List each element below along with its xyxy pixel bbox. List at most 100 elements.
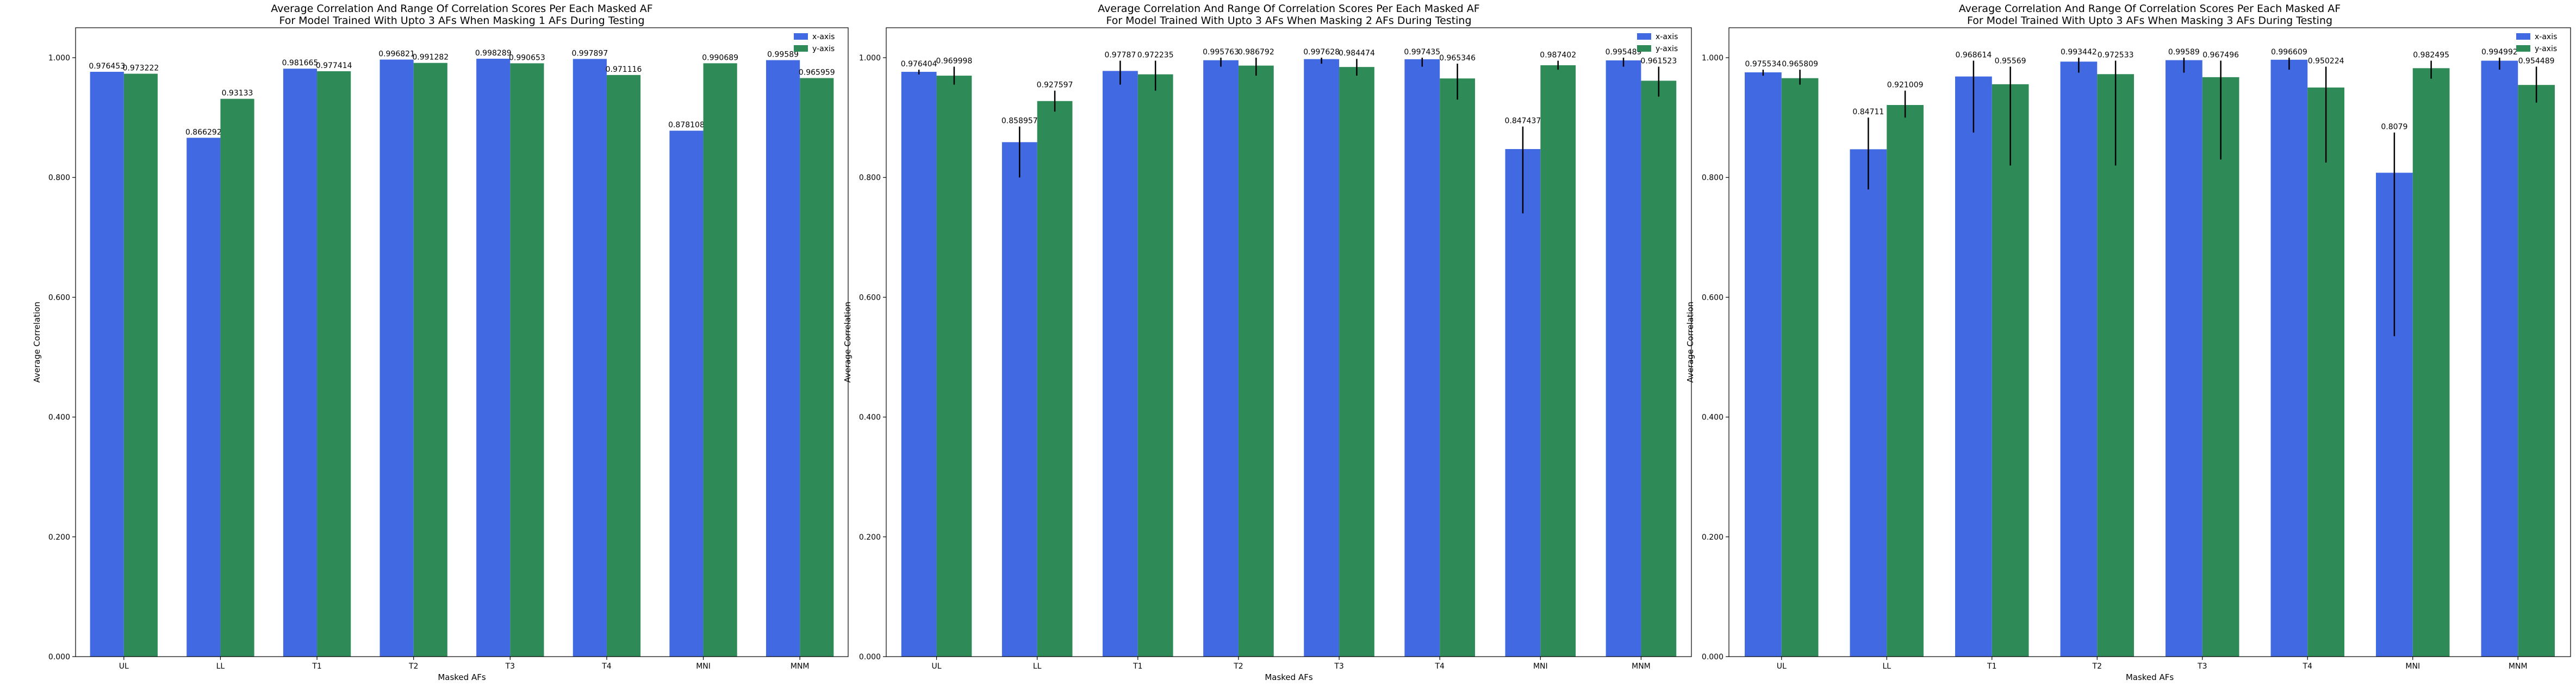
legend-label: y-axis <box>2535 45 2557 53</box>
y-tick-label: 0.400 <box>48 413 70 422</box>
bar-y-axis-LL <box>220 98 254 657</box>
y-tick-label: 1.000 <box>859 54 881 63</box>
legend: x-axis y-axis <box>794 33 835 53</box>
legend-swatch <box>2516 33 2530 40</box>
legend: x-axis y-axis <box>2516 33 2557 53</box>
data-label: 0.981665 <box>282 59 319 67</box>
x-tick-label: MNI <box>696 662 711 671</box>
bar-x-axis-MNM <box>766 60 800 657</box>
data-label: 0.97787 <box>1104 51 1136 60</box>
legend-label: x-axis <box>812 33 835 41</box>
x-tick-label: T4 <box>1434 662 1445 671</box>
bar-x-axis-T3 <box>2166 60 2202 657</box>
legend-swatch <box>794 33 808 40</box>
y-axis-label: Average Correlation <box>1685 301 1695 382</box>
data-label: 0.986792 <box>1238 48 1274 57</box>
data-label: 0.973222 <box>122 64 159 73</box>
x-tick-label: T1 <box>312 662 321 671</box>
data-label: 0.954489 <box>2518 57 2555 66</box>
bar-y-axis-T4 <box>2307 87 2344 657</box>
data-label: 0.976453 <box>89 62 125 71</box>
bar-x-axis-MNI <box>669 131 704 657</box>
data-label: 0.996609 <box>2271 48 2307 57</box>
x-tick-label: LL <box>216 662 225 671</box>
bar-y-axis-T1 <box>317 71 351 657</box>
data-label: 0.987402 <box>1540 51 1576 60</box>
x-tick-label: T3 <box>2197 662 2207 671</box>
data-label: 0.99589 <box>767 51 799 59</box>
chart-title: Average Correlation And Range Of Correla… <box>1098 3 1479 15</box>
bar-y-axis-UL <box>123 73 158 657</box>
x-axis-label: Masked AFs <box>2126 672 2174 682</box>
data-label: 0.950224 <box>2308 57 2344 66</box>
legend-label: y-axis <box>1656 45 1678 53</box>
bar-x-axis-T4 <box>2270 59 2308 657</box>
x-axis-label: Masked AFs <box>1265 672 1313 682</box>
bar-y-axis-MNM <box>2518 85 2555 657</box>
legend: x-axis y-axis <box>1637 33 1678 53</box>
bar-y-axis-MNI <box>1540 65 1576 657</box>
chart-panel-2: Average Correlation And Range Of Correla… <box>843 3 1692 682</box>
bar-x-axis-T2 <box>1203 60 1239 657</box>
bar-x-axis-MNI <box>1505 149 1541 657</box>
bar-y-axis-UL <box>936 76 972 657</box>
data-label: 0.997628 <box>1303 48 1340 57</box>
y-tick-label: 0.000 <box>1702 653 1723 662</box>
chart-panel-1: Average Correlation And Range Of Correla… <box>32 3 849 682</box>
data-label: 0.994992 <box>2481 48 2518 57</box>
bar-x-axis-LL <box>1850 149 1887 657</box>
x-tick-label: T1 <box>1133 662 1142 671</box>
x-tick-label: T2 <box>408 662 418 671</box>
bar-x-axis-T3 <box>476 58 511 657</box>
bar-y-axis-T1 <box>1137 74 1173 657</box>
bar-x-axis-LL <box>1001 142 1037 657</box>
x-tick-label: UL <box>932 662 942 671</box>
bar-x-axis-MNM <box>1606 60 1641 657</box>
data-label: 0.990689 <box>702 53 738 62</box>
plot-frame <box>75 27 849 657</box>
chart-subtitle: For Model Trained With Upto 3 AFs When M… <box>1967 15 2332 27</box>
x-tick-label: MNM <box>1632 662 1651 671</box>
data-label: 0.996821 <box>378 50 415 59</box>
y-tick-label: 0.200 <box>859 533 881 542</box>
y-tick-label: 1.000 <box>1702 54 1723 63</box>
x-tick-label: T2 <box>1233 662 1243 671</box>
bar-x-axis-T2 <box>2060 61 2098 657</box>
bar-x-axis-UL <box>90 71 124 657</box>
bar-y-axis-LL <box>1037 101 1073 657</box>
x-tick-label: T4 <box>2303 662 2313 671</box>
x-tick-label: LL <box>1033 662 1042 671</box>
chart-title: Average Correlation And Range Of Correla… <box>1959 3 2341 15</box>
bar-y-axis-UL <box>1781 78 1819 657</box>
x-axis-label: Masked AFs <box>438 672 486 682</box>
bar-x-axis-T4 <box>573 59 607 657</box>
bar-y-axis-T2 <box>413 63 447 657</box>
bar-y-axis-MNI <box>703 63 737 657</box>
data-label: 0.976404 <box>901 60 937 69</box>
data-label: 0.965959 <box>799 69 835 77</box>
x-tick-label: T3 <box>505 662 515 671</box>
y-tick-label: 0.200 <box>48 533 70 542</box>
bar-y-axis-MNM <box>800 78 834 657</box>
bar-x-axis-T1 <box>1103 71 1138 657</box>
bar-x-axis-T1 <box>283 69 318 657</box>
y-tick-label: 0.800 <box>859 174 881 182</box>
data-label: 0.997435 <box>1404 48 1440 57</box>
plot-frame <box>886 27 1692 657</box>
plot-frame <box>1728 27 2571 657</box>
y-tick-label: 0.400 <box>859 413 881 422</box>
bar-x-axis-LL <box>186 138 221 657</box>
y-axis-label: Average Correlation <box>843 301 853 382</box>
data-label: 0.969998 <box>936 57 973 66</box>
legend-label: x-axis <box>2535 33 2557 41</box>
bar-y-axis-T2 <box>1238 65 1274 657</box>
x-tick-label: T1 <box>1987 662 1996 671</box>
x-tick-label: MNI <box>1533 662 1548 671</box>
data-label: 0.8079 <box>2381 123 2407 132</box>
y-tick-label: 0.800 <box>1702 174 1723 182</box>
data-label: 0.968614 <box>1955 51 1992 60</box>
x-tick-label: MNM <box>791 662 810 671</box>
data-label: 0.878108 <box>668 121 705 129</box>
y-tick-label: 0.200 <box>1702 533 1723 542</box>
legend-swatch <box>2516 45 2530 52</box>
